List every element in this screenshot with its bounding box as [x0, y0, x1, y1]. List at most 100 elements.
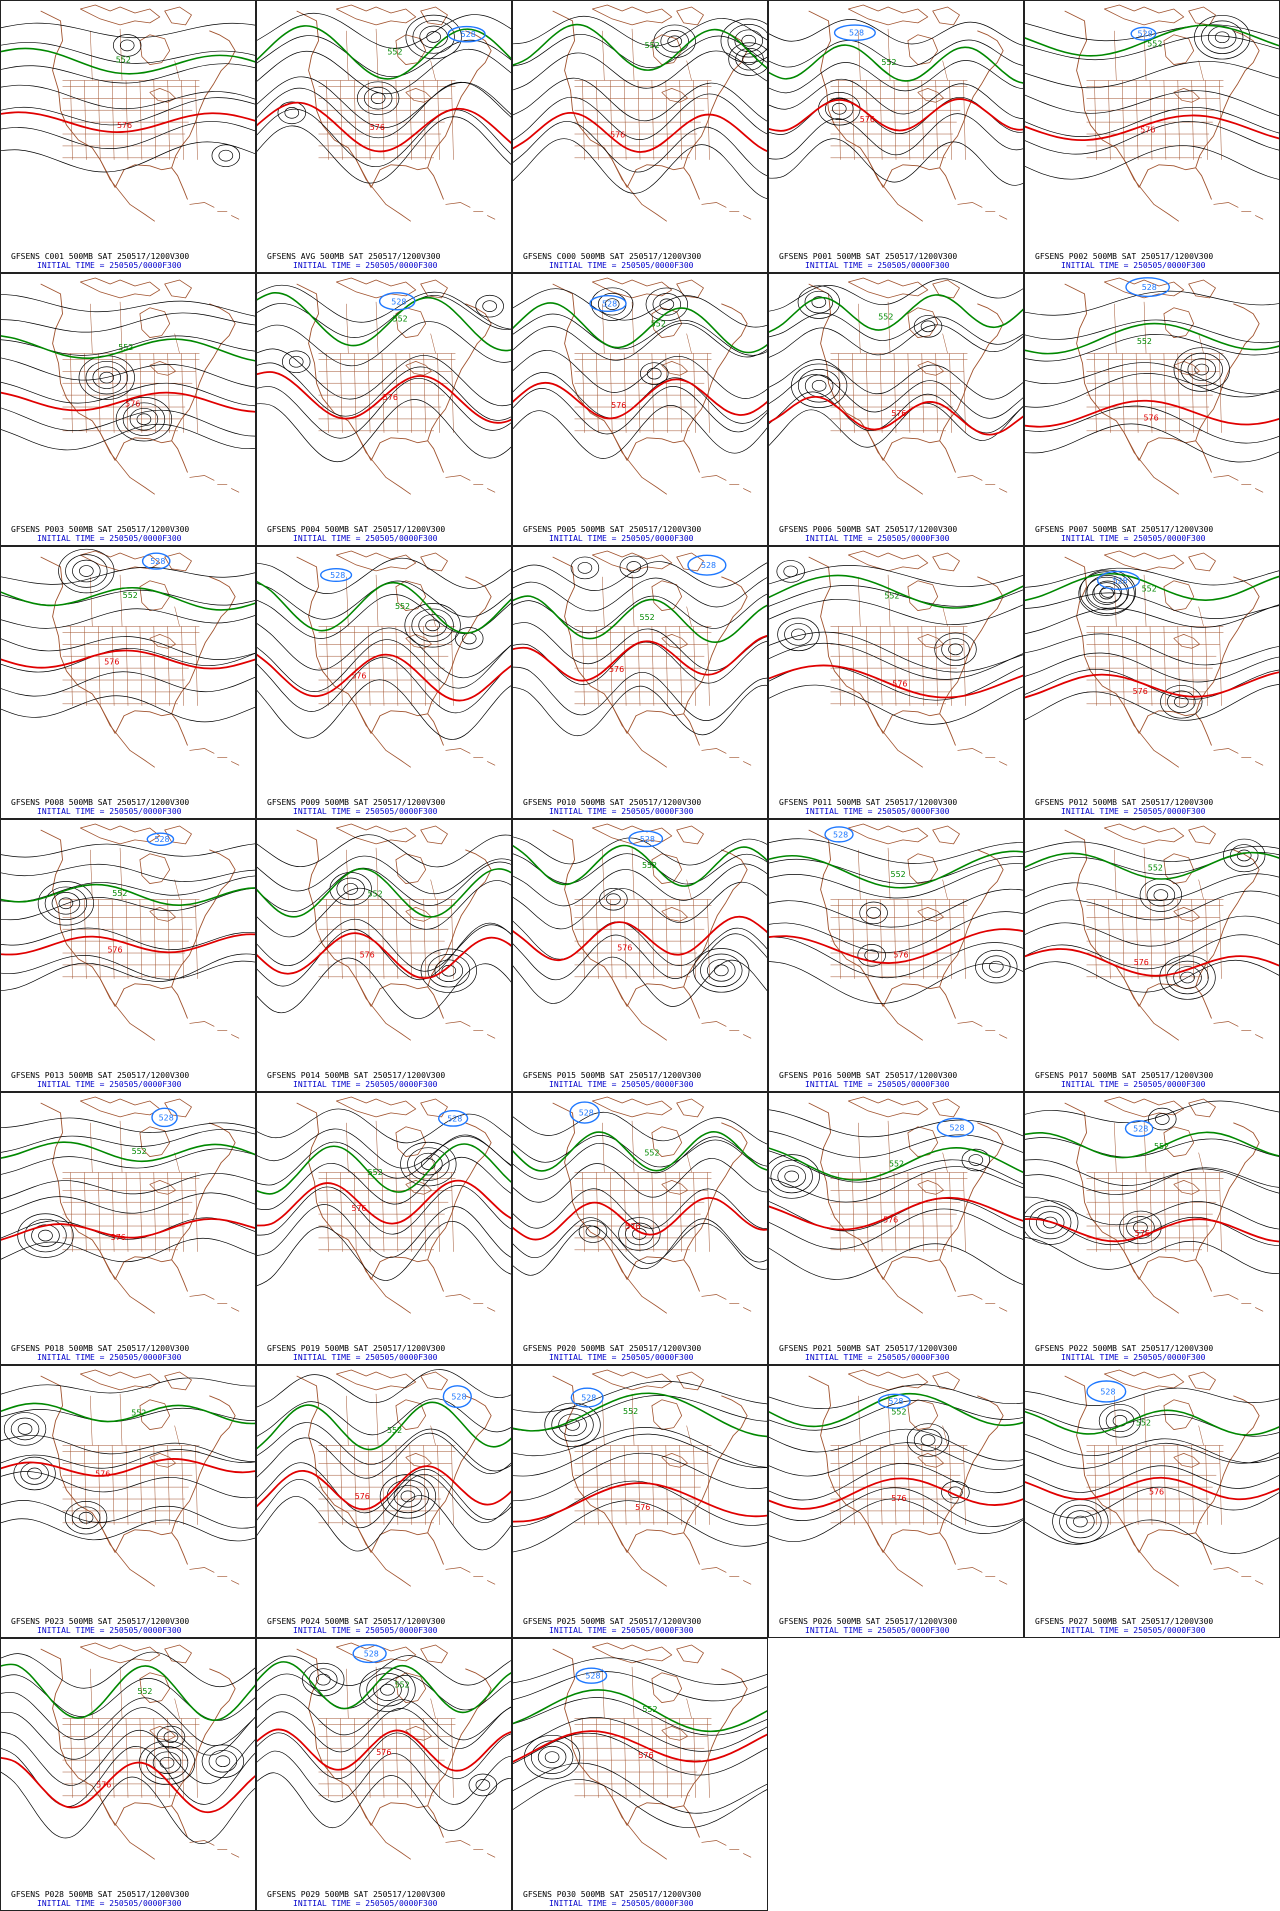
height-contours: 552 576 528	[1, 832, 255, 992]
svg-text:576: 576	[883, 1215, 898, 1224]
svg-text:552: 552	[395, 602, 410, 611]
panel-initial-time: INITIAL TIME = 250505/0000F300	[37, 1899, 182, 1908]
ensemble-member-panel: 552 576 528 GFSENS P001 500MB SAT 250517/12…	[768, 0, 1024, 273]
ensemble-member-panel: 552 576 GFSENS P011 500MB SAT 250517/1200V…	[768, 546, 1024, 819]
svg-text:552: 552	[1136, 1418, 1151, 1427]
svg-text:576: 576	[617, 944, 632, 953]
svg-text:528: 528	[602, 299, 617, 308]
svg-text:576: 576	[891, 1494, 906, 1503]
ensemble-member-panel: 552 576 528 GFSENS P022 500MB SAT 250517/12…	[1024, 1092, 1280, 1365]
svg-text:576: 576	[1133, 687, 1148, 696]
height-contours: 552 576	[1025, 838, 1279, 1000]
ensemble-member-panel: 552 576 528 GFSENS P016 500MB SAT 250517/12…	[768, 819, 1024, 1092]
svg-text:552: 552	[889, 1160, 904, 1169]
ensemble-member-panel: 552 576 GFSENS P003 500MB SAT 250517/1200V…	[0, 273, 256, 546]
svg-text:528: 528	[701, 561, 716, 570]
svg-text:576: 576	[609, 665, 624, 674]
svg-text:528: 528	[579, 1109, 594, 1118]
ensemble-member-panel: 552 576 528 GFSENS P030 500MB SAT 250517/12…	[512, 1638, 768, 1911]
height-map: 552 576 528	[769, 1369, 1023, 1587]
panel-title: GFSENS C000 500MB SAT 250517/1200V300	[523, 252, 702, 261]
height-contours: 552 576	[1, 1651, 255, 1844]
svg-text:552: 552	[387, 1426, 402, 1435]
height-contours: 552 576 528	[257, 1369, 511, 1552]
height-contours: 552 576	[257, 834, 511, 1019]
basemap-coastlines	[808, 550, 1008, 768]
panel-title: GFSENS P012 500MB SAT 250517/1200V300	[1035, 798, 1214, 807]
basemap-coastlines	[552, 1369, 752, 1587]
panel-initial-time: INITIAL TIME = 250505/0000F300	[293, 1899, 438, 1908]
panel-initial-time: INITIAL TIME = 250505/0000F300	[549, 1353, 694, 1362]
ensemble-member-panel: 552 576 528 GFSENS P029 500MB SAT 250517/12…	[256, 1638, 512, 1911]
basemap-coastlines	[1064, 1369, 1264, 1587]
height-contours: 552 576 528	[1025, 277, 1279, 463]
ensemble-member-panel: 552 576 528 GFSENS P010 500MB SAT 250517/12…	[512, 546, 768, 819]
height-map: 552 576 528	[1025, 550, 1279, 768]
svg-text:552: 552	[1142, 585, 1157, 594]
basemap-coastlines	[552, 1642, 752, 1860]
panel-title: GFSENS P021 500MB SAT 250517/1200V300	[779, 1344, 958, 1353]
panel-initial-time: INITIAL TIME = 250505/0000F300	[549, 1080, 694, 1089]
svg-text:552: 552	[891, 870, 906, 879]
svg-text:552: 552	[891, 1408, 906, 1417]
panel-title: GFSENS P028 500MB SAT 250517/1200V300	[11, 1890, 190, 1899]
panel-title: GFSENS P022 500MB SAT 250517/1200V300	[1035, 1344, 1214, 1353]
basemap-coastlines	[296, 1369, 496, 1587]
svg-text:552: 552	[112, 889, 127, 898]
panel-title: GFSENS P001 500MB SAT 250517/1200V300	[779, 252, 958, 261]
height-contours: 552 576	[1, 1377, 255, 1542]
height-map: 552 576 528	[513, 1369, 767, 1587]
height-map: 552 576 528	[1, 1096, 255, 1314]
svg-text:552: 552	[1154, 1142, 1169, 1151]
height-map: 552 576	[1, 1369, 255, 1587]
ensemble-member-panel: 552 576 GFSENS P017 500MB SAT 250517/1200V…	[1024, 819, 1280, 1092]
svg-text:576: 576	[625, 1222, 640, 1231]
panel-initial-time: INITIAL TIME = 250505/0000F300	[549, 1899, 694, 1908]
height-map: 552 576 528	[769, 823, 1023, 1041]
height-contours: 552 576 528	[1025, 15, 1279, 180]
svg-text:552: 552	[1147, 39, 1162, 48]
panel-initial-time: INITIAL TIME = 250505/0000F300	[805, 1626, 950, 1635]
svg-text:552: 552	[1148, 863, 1163, 872]
svg-text:576: 576	[893, 951, 908, 960]
panel-initial-time: INITIAL TIME = 250505/0000F300	[37, 807, 182, 816]
svg-text:528: 528	[581, 1394, 596, 1403]
panel-title: GFSENS P016 500MB SAT 250517/1200V300	[779, 1071, 958, 1080]
height-map: 552 576 528	[1, 823, 255, 1041]
svg-text:576: 576	[1134, 958, 1149, 967]
basemap-coastlines	[808, 1096, 1008, 1314]
svg-text:528: 528	[461, 30, 476, 39]
svg-text:552: 552	[137, 1687, 152, 1696]
panel-initial-time: INITIAL TIME = 250505/0000F300	[37, 1626, 182, 1635]
panel-title: GFSENS P007 500MB SAT 250517/1200V300	[1035, 525, 1214, 534]
ensemble-member-panel: 552 576 528 GFSENS P009 500MB SAT 250517/12…	[256, 546, 512, 819]
height-contours: 552 576	[1, 293, 255, 451]
ensemble-member-panel: 552 576 GFSENS C000 500MB SAT 250517/1200V…	[512, 0, 768, 273]
height-map: 552 576 528	[513, 823, 767, 1041]
svg-text:576: 576	[117, 121, 132, 130]
svg-text:552: 552	[123, 591, 138, 600]
svg-text:576: 576	[351, 1204, 366, 1213]
svg-text:528: 528	[949, 1124, 964, 1133]
svg-text:552: 552	[881, 58, 896, 67]
panel-title: GFSENS P018 500MB SAT 250517/1200V300	[11, 1344, 190, 1353]
panel-title: GFSENS P014 500MB SAT 250517/1200V300	[267, 1071, 446, 1080]
basemap-coastlines	[296, 277, 496, 495]
height-map: 552 576	[257, 823, 511, 1041]
svg-text:552: 552	[368, 890, 383, 899]
panel-initial-time: INITIAL TIME = 250505/0000F300	[293, 1353, 438, 1362]
basemap-coastlines	[40, 1096, 240, 1314]
svg-text:576: 576	[891, 409, 906, 418]
basemap-coastlines	[808, 4, 1008, 222]
svg-text:576: 576	[860, 115, 875, 124]
ensemble-member-panel: 552 576 GFSENS P028 500MB SAT 250517/1200V…	[0, 1638, 256, 1911]
panel-initial-time: INITIAL TIME = 250505/0000F300	[293, 1626, 438, 1635]
svg-text:576: 576	[1143, 413, 1158, 422]
ensemble-member-panel: 552 576 528 GFSENS P018 500MB SAT 250517/12…	[0, 1092, 256, 1365]
panel-initial-time: INITIAL TIME = 250505/0000F300	[293, 807, 438, 816]
svg-text:576: 576	[104, 658, 119, 667]
basemap-coastlines	[40, 277, 240, 495]
height-map: 552 576 528	[1025, 4, 1279, 222]
height-map: 552 576 528	[257, 1369, 511, 1587]
height-map: 552 576 528	[513, 277, 767, 495]
